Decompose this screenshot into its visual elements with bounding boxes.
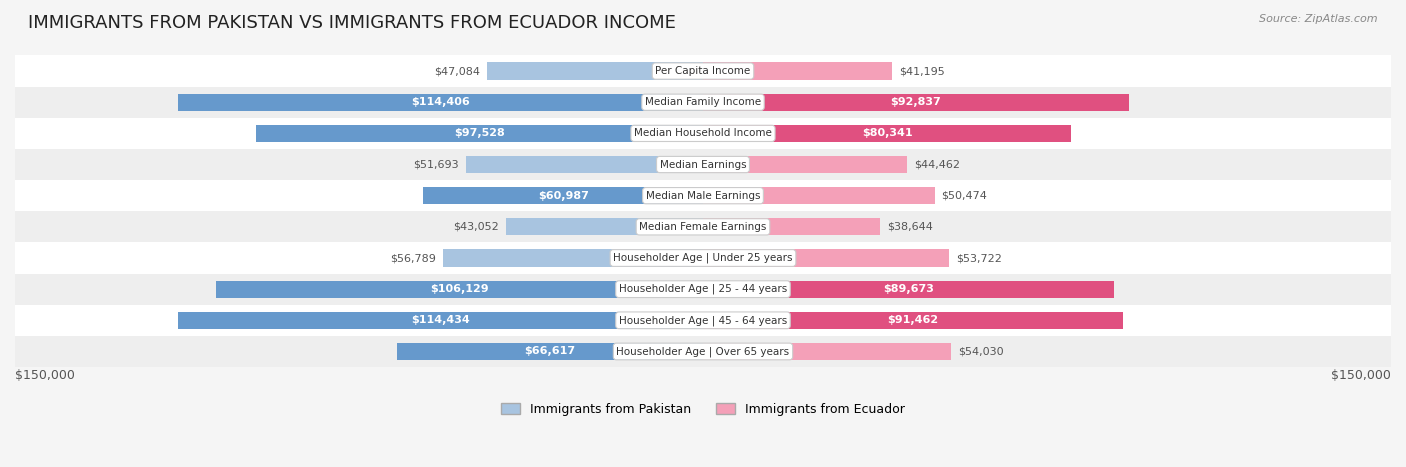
Bar: [15, 56, 1391, 87]
Bar: [15, 211, 1391, 242]
Text: $60,987: $60,987: [537, 191, 589, 201]
Bar: [465, 156, 703, 173]
Text: $47,084: $47,084: [434, 66, 481, 76]
Text: Householder Age | Under 25 years: Householder Age | Under 25 years: [613, 253, 793, 263]
Text: Median Male Earnings: Median Male Earnings: [645, 191, 761, 201]
Bar: [423, 187, 703, 204]
Text: $41,195: $41,195: [898, 66, 945, 76]
Text: $106,129: $106,129: [430, 284, 489, 294]
Bar: [703, 125, 1071, 142]
Text: Median Household Income: Median Household Income: [634, 128, 772, 138]
Text: $150,000: $150,000: [15, 368, 75, 382]
Bar: [179, 94, 703, 111]
Text: $114,406: $114,406: [411, 97, 470, 107]
Text: Householder Age | 45 - 64 years: Householder Age | 45 - 64 years: [619, 315, 787, 325]
Text: $150,000: $150,000: [1331, 368, 1391, 382]
Bar: [256, 125, 703, 142]
Bar: [15, 336, 1391, 367]
Text: $54,030: $54,030: [957, 347, 1004, 356]
Bar: [486, 63, 703, 79]
Bar: [703, 63, 891, 79]
Bar: [15, 180, 1391, 211]
Bar: [15, 87, 1391, 118]
Text: $114,434: $114,434: [411, 315, 470, 325]
Text: $97,528: $97,528: [454, 128, 505, 138]
Bar: [703, 249, 949, 267]
Bar: [398, 343, 703, 360]
Text: $50,474: $50,474: [942, 191, 987, 201]
Legend: Immigrants from Pakistan, Immigrants from Ecuador: Immigrants from Pakistan, Immigrants fro…: [496, 398, 910, 421]
Bar: [443, 249, 703, 267]
Text: $44,462: $44,462: [914, 160, 960, 170]
Bar: [703, 312, 1122, 329]
Text: $38,644: $38,644: [887, 222, 934, 232]
Text: Householder Age | 25 - 44 years: Householder Age | 25 - 44 years: [619, 284, 787, 294]
Text: Source: ZipAtlas.com: Source: ZipAtlas.com: [1260, 14, 1378, 24]
Text: Median Female Earnings: Median Female Earnings: [640, 222, 766, 232]
Bar: [15, 149, 1391, 180]
Bar: [703, 94, 1129, 111]
Text: Householder Age | Over 65 years: Householder Age | Over 65 years: [616, 346, 790, 357]
Text: $92,837: $92,837: [890, 97, 941, 107]
Text: Median Family Income: Median Family Income: [645, 97, 761, 107]
Text: $43,052: $43,052: [453, 222, 499, 232]
Text: $66,617: $66,617: [524, 347, 576, 356]
Bar: [179, 312, 703, 329]
Bar: [15, 274, 1391, 305]
Text: Per Capita Income: Per Capita Income: [655, 66, 751, 76]
Text: $91,462: $91,462: [887, 315, 938, 325]
Bar: [703, 187, 935, 204]
Text: $53,722: $53,722: [956, 253, 1002, 263]
Bar: [15, 305, 1391, 336]
Text: $51,693: $51,693: [413, 160, 458, 170]
Bar: [703, 281, 1115, 298]
Text: $89,673: $89,673: [883, 284, 934, 294]
Text: IMMIGRANTS FROM PAKISTAN VS IMMIGRANTS FROM ECUADOR INCOME: IMMIGRANTS FROM PAKISTAN VS IMMIGRANTS F…: [28, 14, 676, 32]
Bar: [217, 281, 703, 298]
Bar: [703, 343, 950, 360]
Text: Median Earnings: Median Earnings: [659, 160, 747, 170]
Text: $80,341: $80,341: [862, 128, 912, 138]
Bar: [15, 242, 1391, 274]
Text: $56,789: $56,789: [389, 253, 436, 263]
Bar: [15, 118, 1391, 149]
Bar: [506, 218, 703, 235]
Bar: [703, 218, 880, 235]
Bar: [703, 156, 907, 173]
